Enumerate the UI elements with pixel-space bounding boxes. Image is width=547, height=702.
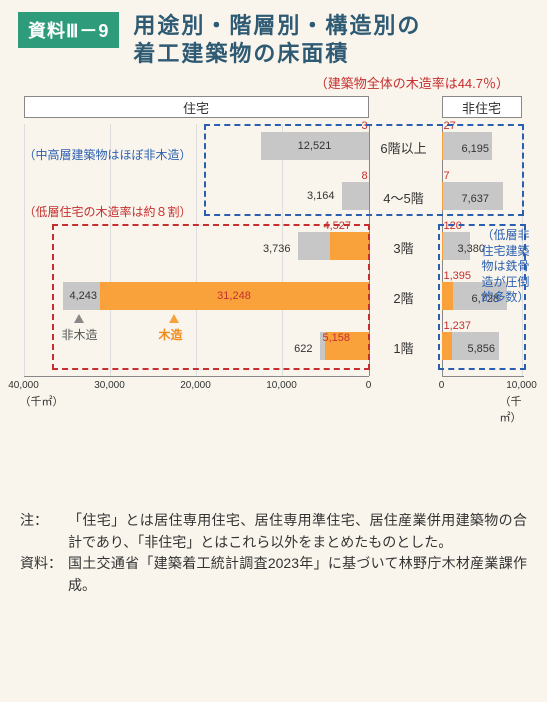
right-orange-val: 1,395 bbox=[444, 270, 472, 282]
grid-line bbox=[196, 124, 197, 376]
chart-title: 用途別・階層別・構造別の着工建築物の床面積 bbox=[133, 12, 421, 67]
left-orange-val: 3 bbox=[362, 120, 368, 132]
left-panel-header: 住宅 bbox=[24, 96, 369, 118]
row-label: 2階 bbox=[374, 288, 434, 307]
left-gray-val: 622 bbox=[290, 343, 316, 355]
right-orange-val: 27 bbox=[444, 120, 456, 132]
source-label: 資料： bbox=[20, 553, 68, 596]
row-label: 4～5階 bbox=[374, 188, 434, 207]
left-bar-orange: 31,248 bbox=[100, 282, 369, 310]
legend-arrow-orange bbox=[169, 314, 179, 323]
right-bar-orange bbox=[442, 332, 452, 360]
tick: 10,000 bbox=[506, 380, 537, 391]
top-red-note: （建築物全体の木造率は44.7％） bbox=[18, 73, 529, 92]
left-bar-gray bbox=[298, 232, 330, 260]
footnotes: 注： 「住宅」とは居住専用住宅、居住専用準住宅、居住産業併用建築物の合計であり、… bbox=[18, 510, 529, 597]
left-bar-gray: 12,521 bbox=[261, 132, 369, 160]
note-label: 注： bbox=[20, 510, 68, 553]
row-label: 6階以上 bbox=[374, 138, 434, 157]
tick: 10,000 bbox=[266, 380, 297, 391]
left-gray-val: 3,164 bbox=[303, 190, 339, 202]
row-label: 1階 bbox=[374, 338, 434, 357]
right-orange-val: 1,237 bbox=[444, 320, 472, 332]
unit-right: （千㎡） bbox=[500, 393, 524, 425]
callout-blue-top: （中高層建築物はほぼ非木造） bbox=[24, 148, 192, 164]
right-orange-val: 7 bbox=[444, 170, 450, 182]
tick: 40,000 bbox=[8, 380, 39, 391]
grid-line bbox=[369, 124, 370, 376]
tick: 0 bbox=[366, 380, 372, 391]
right-bar-orange bbox=[442, 282, 453, 310]
header: 資料Ⅲ－9 用途別・階層別・構造別の着工建築物の床面積 bbox=[18, 12, 529, 67]
right-gray-val: 5,856 bbox=[464, 343, 500, 355]
legend-orange: 木造 bbox=[159, 326, 183, 343]
right-gray-val: 7,637 bbox=[458, 193, 494, 205]
left-orange-val: 8 bbox=[362, 170, 368, 182]
badge: 資料Ⅲ－9 bbox=[18, 12, 119, 48]
left-orange-val: 4,527 bbox=[324, 220, 352, 232]
legend-gray: 非木造 bbox=[62, 326, 98, 343]
left-orange-val: 5,158 bbox=[323, 332, 351, 344]
right-gray-val: 6,195 bbox=[458, 143, 494, 155]
axis-left bbox=[24, 376, 369, 377]
source-text: 国土交通省「建築着工統計調査2023年」に基づいて林野庁木材産業課作成。 bbox=[68, 553, 527, 596]
right-orange-val: 120 bbox=[444, 220, 462, 232]
note-text: 「住宅」とは居住専用住宅、居住専用準住宅、居住産業併用建築物の合計であり、「非住… bbox=[68, 510, 527, 553]
left-bar-orange bbox=[330, 232, 369, 260]
tick: 20,000 bbox=[180, 380, 211, 391]
axis-right bbox=[442, 376, 524, 377]
left-gray-val: 4,243 bbox=[66, 290, 102, 302]
chart-area: 住宅 非住宅 6階以上 4～5階 3階 2階 1階 12,521 3 3,164… bbox=[24, 96, 524, 446]
right-panel-header: 非住宅 bbox=[442, 96, 522, 118]
unit-left: （千㎡） bbox=[20, 393, 64, 409]
callout-red-mid: （低層住宅の木造率は約８割） bbox=[24, 205, 192, 221]
left-bar-gray bbox=[342, 182, 369, 210]
left-gray-val: 3,736 bbox=[259, 243, 295, 255]
row-label: 3階 bbox=[374, 238, 434, 257]
callout-blue-right: （低層非住宅建築物は鉄骨造が圧倒的多数） bbox=[482, 228, 538, 306]
tick: 30,000 bbox=[94, 380, 125, 391]
tick: 0 bbox=[439, 380, 445, 391]
legend-arrow-gray bbox=[74, 314, 84, 323]
